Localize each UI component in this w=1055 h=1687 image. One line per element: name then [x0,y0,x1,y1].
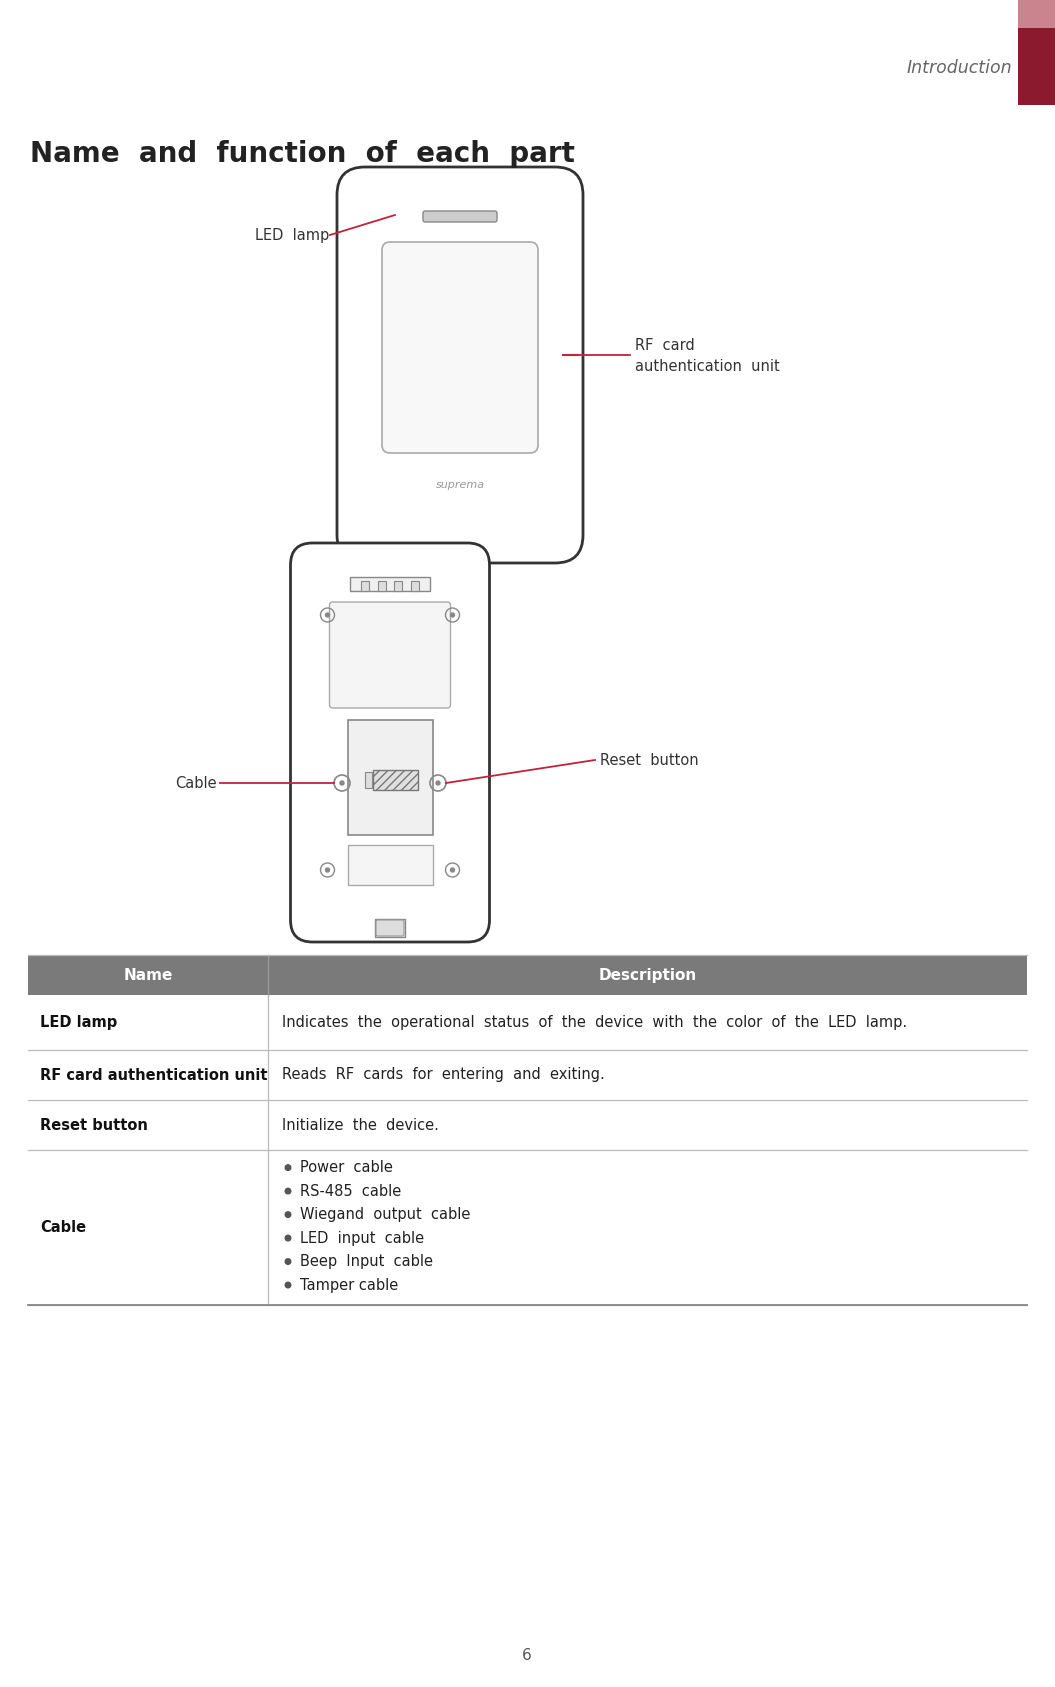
Circle shape [285,1282,291,1287]
Circle shape [326,612,329,617]
Text: Indicates  the  operational  status  of  the  device  with  the  color  of  the : Indicates the operational status of the … [282,1016,907,1031]
Bar [375,919,405,936]
Bar [394,580,402,590]
Text: 6: 6 [522,1648,532,1662]
Bar [28,955,1027,995]
Text: Power  cable: Power cable [300,1161,392,1176]
Circle shape [285,1188,291,1194]
Text: RS-485  cable: RS-485 cable [300,1184,401,1198]
Text: Initialize  the  device.: Initialize the device. [282,1117,439,1132]
Bar [347,720,433,835]
Bar [28,1049,1027,1100]
Text: Reads  RF  cards  for  entering  and  exiting.: Reads RF cards for entering and exiting. [282,1068,605,1083]
Text: Introduction: Introduction [906,59,1012,78]
Text: RF  card
authentication  unit: RF card authentication unit [635,337,780,375]
FancyBboxPatch shape [376,919,404,936]
Bar [378,580,386,590]
Circle shape [326,869,329,872]
Bar [28,995,1027,1049]
Circle shape [285,1211,291,1218]
Text: LED  lamp: LED lamp [255,228,329,243]
Bar [364,773,371,788]
Circle shape [285,1235,291,1242]
FancyBboxPatch shape [337,167,583,563]
Text: Wiegand  output  cable: Wiegand output cable [300,1208,471,1221]
Text: Cable: Cable [175,776,216,791]
FancyBboxPatch shape [382,241,538,454]
Text: LED lamp: LED lamp [40,1016,117,1031]
Bar [361,580,369,590]
Bar [350,577,430,590]
Circle shape [450,869,455,872]
Text: Name: Name [123,968,173,982]
Text: suprema: suprema [436,481,484,489]
Bar [1018,29,1055,105]
Circle shape [285,1164,291,1171]
Circle shape [285,1259,291,1264]
FancyBboxPatch shape [290,543,490,941]
Text: LED  input  cable: LED input cable [300,1230,424,1245]
Bar [411,580,419,590]
Text: Beep  Input  cable: Beep Input cable [300,1253,433,1269]
Bar [347,845,433,886]
Text: Tamper cable: Tamper cable [300,1277,398,1292]
Text: Reset  button: Reset button [600,752,698,768]
FancyBboxPatch shape [423,211,497,223]
Bar [28,1151,1027,1306]
Text: Cable: Cable [40,1220,87,1235]
Text: Reset button: Reset button [40,1117,148,1132]
Circle shape [436,781,440,784]
Circle shape [450,612,455,617]
Text: Description: Description [598,968,696,982]
FancyBboxPatch shape [329,602,450,709]
Circle shape [340,781,344,784]
Bar [1018,0,1055,29]
Bar [28,1100,1027,1151]
Text: Name  and  function  of  each  part: Name and function of each part [30,140,575,169]
Bar [372,769,418,790]
Text: RF card authentication unit: RF card authentication unit [40,1068,268,1083]
